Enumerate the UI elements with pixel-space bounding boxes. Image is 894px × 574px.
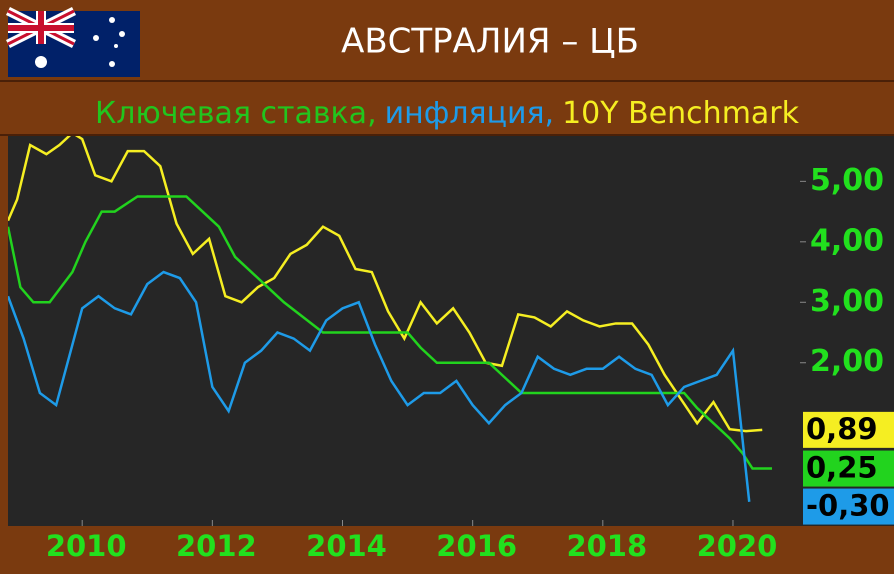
series-line [8,270,751,502]
y-tick-label: 3,00 [810,284,884,319]
flag [5,6,140,77]
subtitle-part: инфляция, [385,96,554,131]
y-tick-label: 2,00 [810,344,884,379]
divider [0,134,894,136]
subtitle-part: Ключевая ставка, [95,96,377,131]
y-tick-label: 5,00 [810,163,884,198]
series-line [8,136,763,433]
value-label: 0,89 [806,412,878,446]
series-line [8,195,773,470]
chart-title: АВСТРАЛИЯ – ЦБ [341,22,639,62]
value-label-box [803,450,894,487]
x-tick-label: 2018 [566,529,647,563]
x-tick-label: 2016 [436,529,517,563]
value-label: -0,30 [806,489,890,523]
subtitle-part: 10Y Benchmark [562,96,800,131]
divider [0,80,894,82]
x-tick-label: 2014 [306,529,387,563]
chart-subtitle: Ключевая ставка, инфляция, 10Y Benchmark [95,96,800,131]
x-tick-label: 2010 [46,529,127,563]
value-label-box [803,411,894,448]
plot [8,136,773,502]
x-tick-label: 2012 [176,529,257,563]
value-label-box [803,488,894,525]
x-tick-label: 2020 [697,529,778,563]
y-tick-label: 4,00 [810,223,884,258]
value-label: 0,25 [806,451,878,485]
